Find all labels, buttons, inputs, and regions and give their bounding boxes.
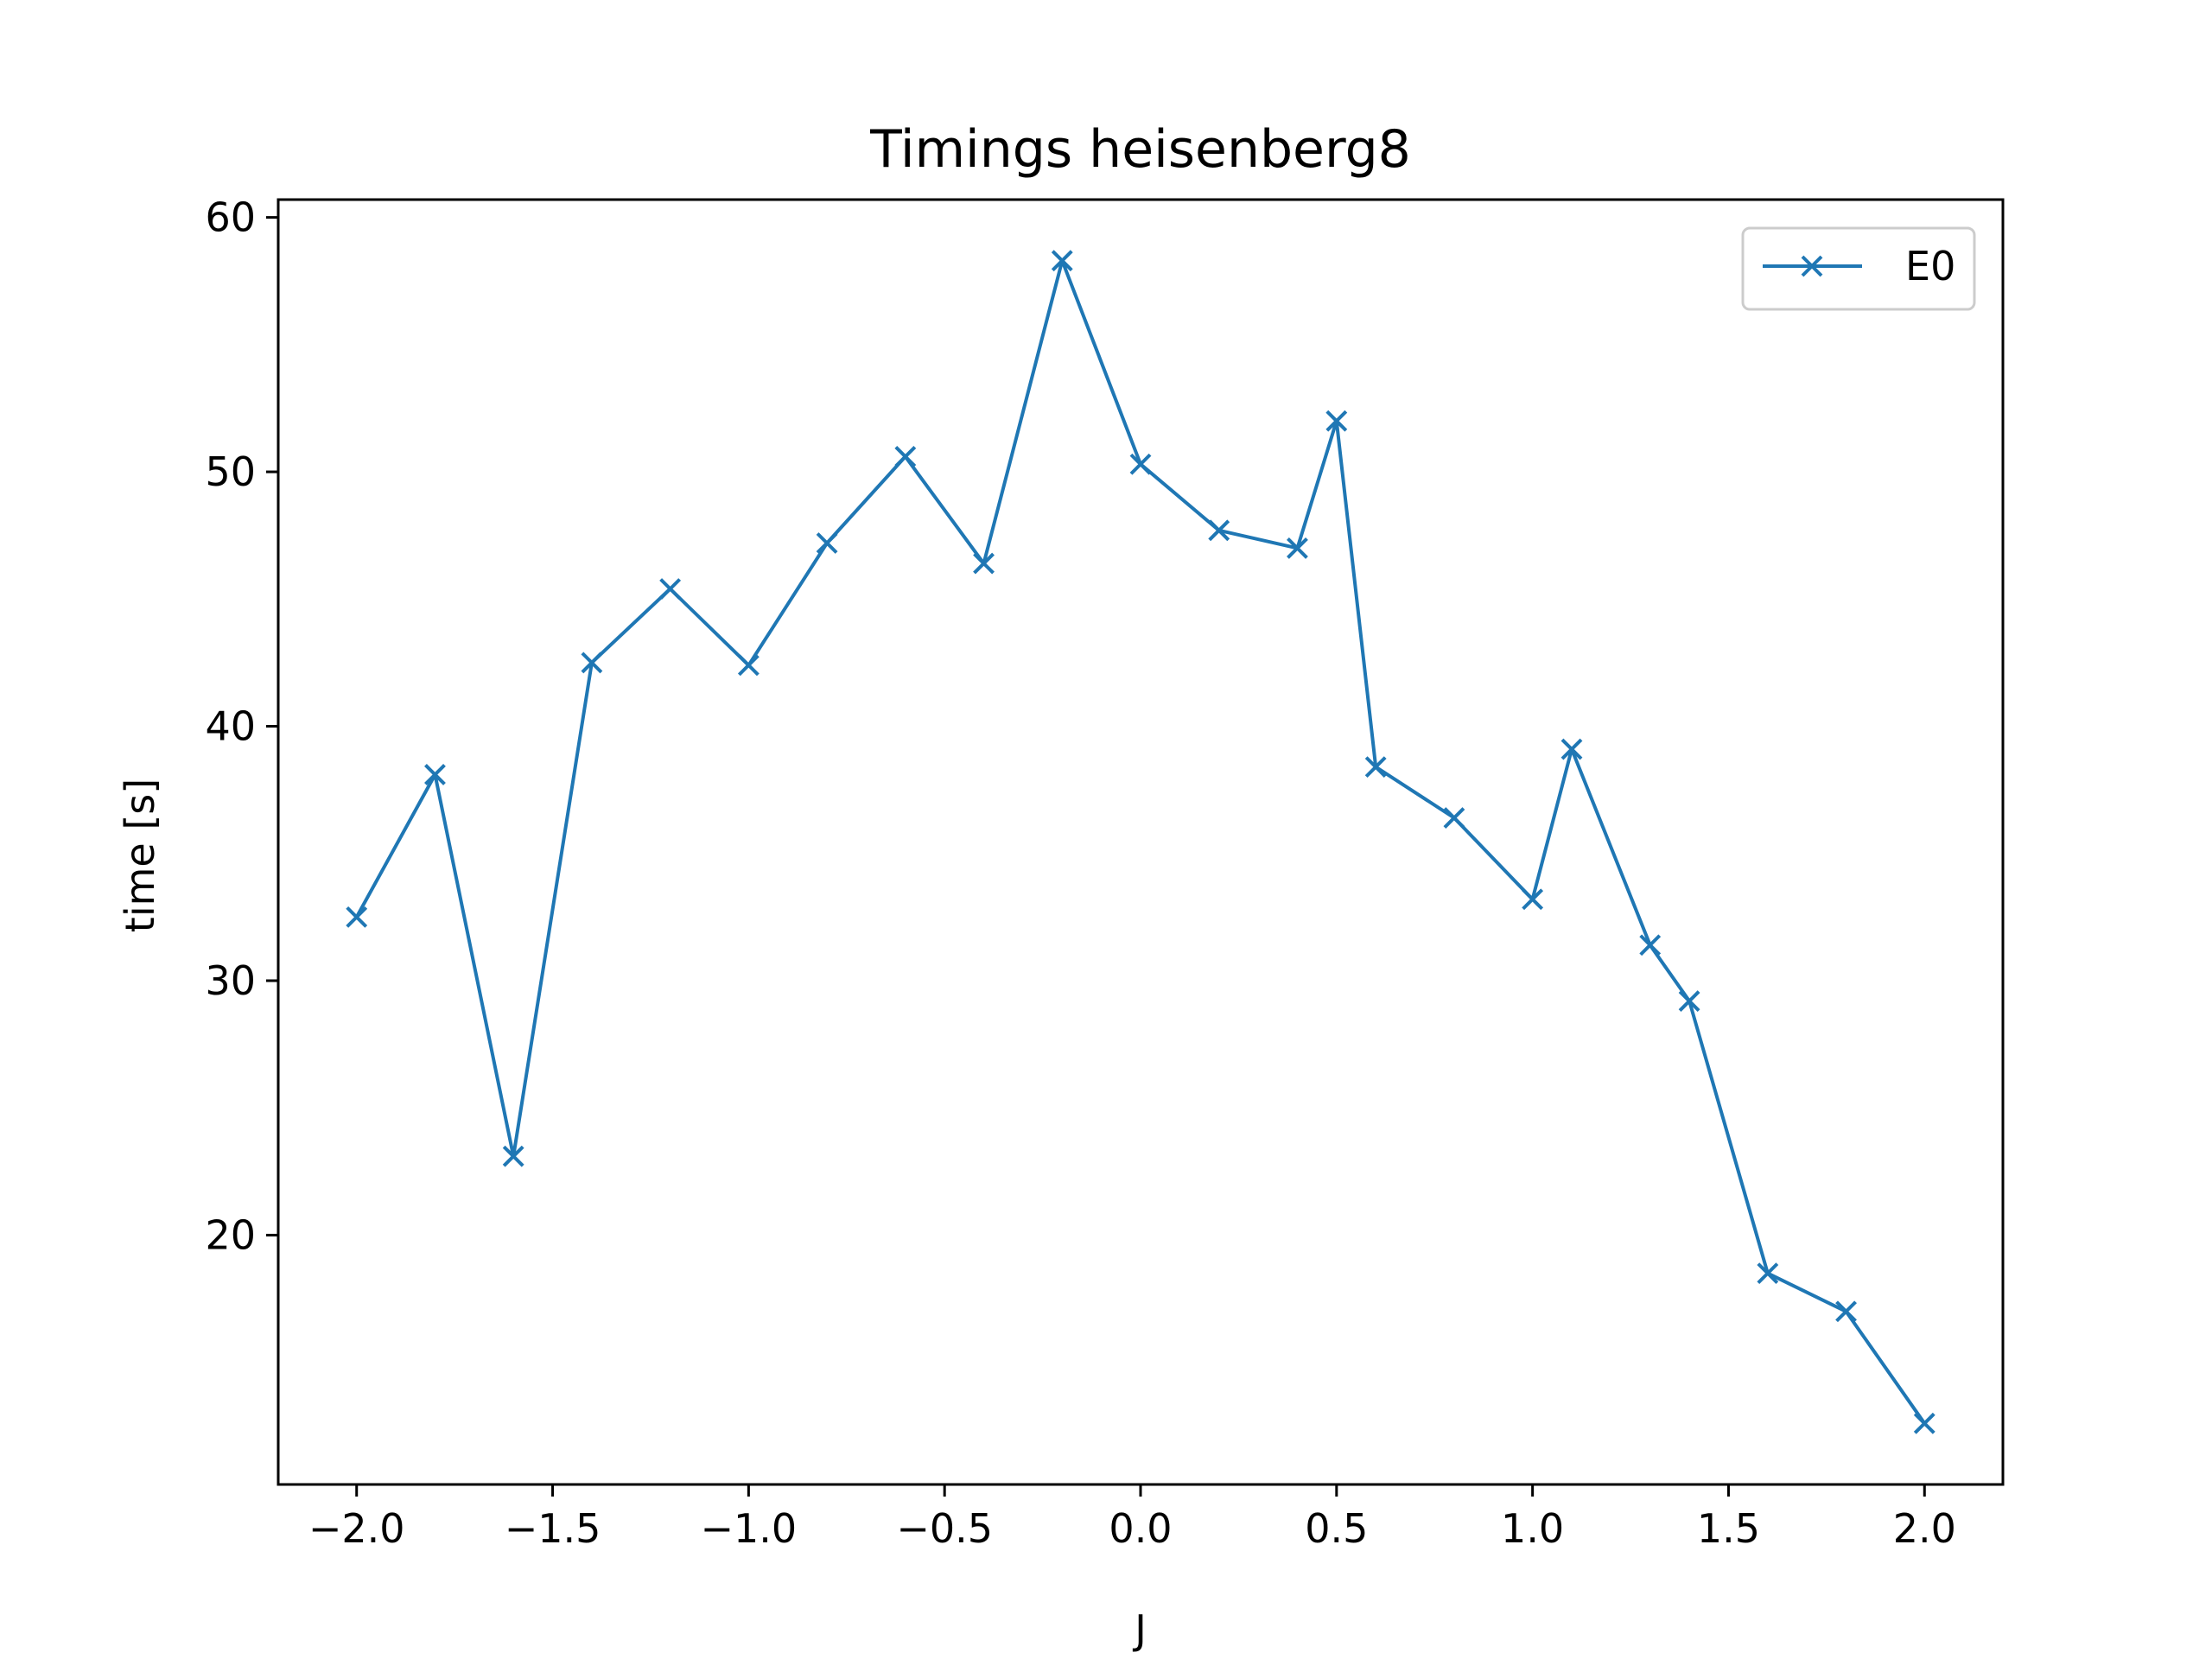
- data-point-marker: [1364, 756, 1387, 779]
- data-point-marker: [424, 764, 446, 785]
- legend-box: [1741, 226, 1976, 311]
- marker-stroke: [1560, 738, 1583, 760]
- marker-stroke: [973, 552, 995, 575]
- x-tick-label: −0.5: [896, 1505, 993, 1552]
- data-point-marker: [1325, 410, 1348, 432]
- marker-stroke: [424, 764, 446, 785]
- marker-stroke: [1678, 990, 1700, 1012]
- data-point-marker: [816, 532, 838, 554]
- x-tick-label: 2.0: [1893, 1505, 1956, 1552]
- x-tick-label: −1.0: [701, 1505, 798, 1552]
- data-point-marker: [973, 552, 995, 575]
- marker-stroke: [1051, 250, 1073, 272]
- marker-stroke: [1835, 1300, 1857, 1323]
- y-tick-label: 20: [205, 1211, 256, 1258]
- legend-marker-e0: [1801, 255, 1823, 277]
- x-tick-label: 1.5: [1697, 1505, 1760, 1552]
- marker-stroke: [1522, 888, 1544, 911]
- data-point-marker: [1051, 250, 1073, 272]
- marker-stroke: [1287, 537, 1308, 559]
- data-point-marker: [502, 1145, 524, 1167]
- data-point-marker: [1757, 1262, 1779, 1285]
- data-point-marker: [1443, 807, 1465, 829]
- y-tick-label: 30: [205, 957, 256, 1004]
- legend-label-e0: E0: [1905, 243, 1955, 289]
- marker-stroke: [1801, 255, 1823, 277]
- marker-stroke: [894, 445, 917, 467]
- x-tick-label: −2.0: [308, 1505, 405, 1552]
- marker-stroke: [346, 906, 368, 928]
- data-point-marker: [659, 578, 682, 600]
- data-point-marker: [737, 654, 760, 677]
- marker-stroke: [737, 654, 760, 677]
- data-point-marker: [1913, 1412, 1936, 1434]
- chart-title: Timings heisenberg8: [869, 119, 1411, 180]
- marker-stroke: [1913, 1412, 1936, 1434]
- legend: E0: [1741, 226, 1976, 311]
- marker-stroke: [581, 652, 603, 674]
- x-tick-label: 0.0: [1109, 1505, 1172, 1552]
- plot-area: −2.0 −1.5 −1.0 −0.5 0.0 0.5 1.0 1.5 2.0 20 30 40 50 6…: [205, 194, 2005, 1552]
- x-tick-label: 1.0: [1501, 1505, 1564, 1552]
- data-point-marker: [1522, 888, 1544, 911]
- marker-stroke: [1208, 519, 1230, 542]
- data-point-marker: [1287, 537, 1308, 559]
- data-point-marker: [1678, 990, 1700, 1012]
- y-tick-label: 40: [205, 703, 256, 750]
- x-tick-label: 0.5: [1305, 1505, 1368, 1552]
- marker-stroke: [502, 1145, 524, 1167]
- y-tick-label: 50: [205, 448, 256, 495]
- data-point-marker: [1639, 934, 1662, 957]
- marker-stroke: [1129, 453, 1152, 475]
- x-axis-label: J: [1132, 1606, 1147, 1653]
- y-tick-label: 60: [205, 194, 256, 241]
- data-point-marker: [1560, 738, 1583, 760]
- data-point-marker: [1208, 519, 1230, 542]
- data-point-marker: [894, 445, 917, 467]
- marker-stroke: [1443, 807, 1465, 829]
- data-point-marker: [1129, 453, 1152, 475]
- marker-stroke: [1325, 410, 1348, 432]
- data-point-marker: [581, 652, 603, 674]
- x-tick-label: −1.5: [505, 1505, 601, 1552]
- y-axis-label: time [s]: [117, 779, 163, 932]
- data-point-marker: [1835, 1300, 1857, 1323]
- marker-stroke: [1364, 756, 1387, 779]
- marker-stroke: [1757, 1262, 1779, 1285]
- marker-stroke: [659, 578, 682, 600]
- data-point-marker: [346, 906, 368, 928]
- marker-stroke: [1639, 934, 1662, 957]
- marker-stroke: [816, 532, 838, 554]
